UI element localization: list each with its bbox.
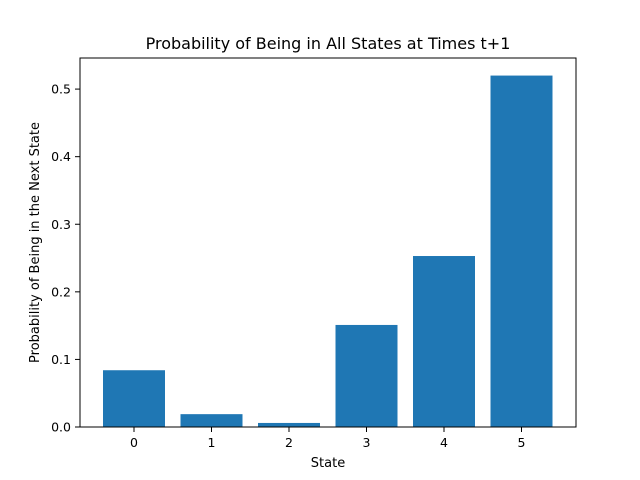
x-axis-ticks: 0 1 2 3 4 5 bbox=[130, 427, 525, 450]
x-tick-label: 0 bbox=[130, 435, 138, 450]
x-tick-label: 2 bbox=[285, 435, 293, 450]
y-tick-label: 0.5 bbox=[51, 82, 71, 97]
x-tick-label: 3 bbox=[363, 435, 371, 450]
bar-state-1 bbox=[180, 414, 243, 427]
y-axis-label: Probability of Being in the Next State bbox=[28, 122, 43, 363]
plot-area-frame bbox=[79, 57, 577, 428]
bar-state-4 bbox=[413, 256, 475, 427]
bars-layer bbox=[103, 75, 553, 427]
y-tick-label: 0.0 bbox=[51, 420, 71, 435]
y-tick-label: 0.2 bbox=[51, 284, 71, 299]
x-axis-label: State bbox=[311, 456, 345, 471]
x-tick-label: 1 bbox=[208, 435, 216, 450]
y-tick-label: 0.1 bbox=[51, 352, 71, 367]
bar-state-2 bbox=[258, 422, 320, 427]
x-tick-label: 5 bbox=[518, 435, 526, 450]
y-tick-label: 0.4 bbox=[51, 149, 71, 164]
chart-title: Probability of Being in All States at Ti… bbox=[146, 34, 511, 53]
bar-state-3 bbox=[335, 324, 398, 427]
bar-state-0 bbox=[103, 370, 165, 427]
y-tick-label: 0.3 bbox=[51, 217, 71, 232]
bar-state-5 bbox=[490, 75, 553, 427]
y-axis-ticks: 0.0 0.1 0.2 0.3 0.4 0.5 bbox=[51, 82, 80, 435]
x-tick-label: 4 bbox=[440, 435, 448, 450]
